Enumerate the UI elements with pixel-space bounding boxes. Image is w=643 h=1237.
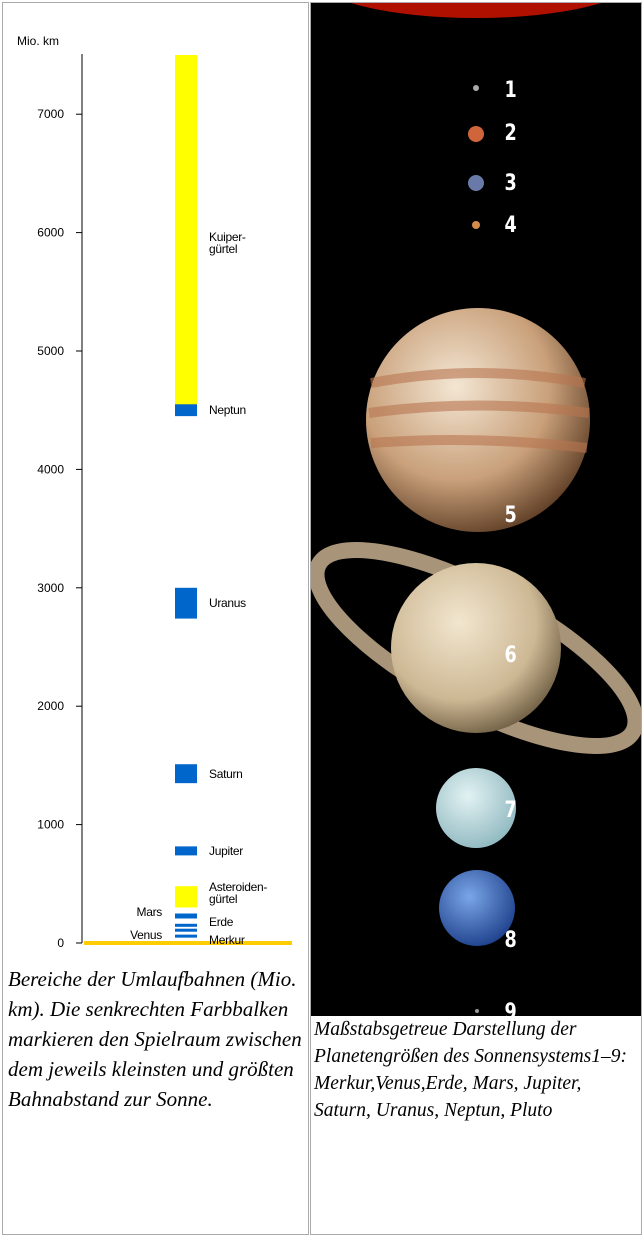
y-axis-title: Mio. km [17,34,59,48]
bar-label: Erde [209,915,234,930]
bar-label: Neptun [209,403,246,418]
bar-label: Asteroiden- gürtel [209,879,268,906]
bar-label: Merkur [209,933,245,948]
bar-label: Uranus [209,596,246,611]
sun-line [84,941,292,945]
planet-number: 1 [504,78,517,103]
bar-label: Jupiter [209,843,243,858]
planet-numbers: 1 2 3 4 5 6 7 8 9 [311,3,641,1025]
bar-label: Kuiper- gürtel [209,229,246,256]
y-tick-label: 5000 [37,344,64,358]
range-bar [175,923,197,927]
range-bar [175,764,197,784]
planet-number: 5 [504,503,517,528]
bar-label: Venus [130,928,162,943]
planet-number: 4 [504,213,517,238]
range-bar [175,55,197,411]
range-bar [175,934,197,938]
range-bar [175,404,197,417]
planet-number: 9 [504,1000,517,1025]
range-bar [175,913,197,919]
right-caption: Maßstabsgetreue Darstellung der Planeten… [314,1019,628,1121]
y-tick-label: 3000 [37,581,64,595]
range-bar [175,587,197,619]
orbit-chart: Mio. km 0 1000 2000 3000 4000 5000 6000 7000 [17,34,292,950]
y-tick-label: 1000 [37,818,64,832]
y-tick-label: 6000 [37,226,64,240]
left-cell [2,2,309,1235]
y-tick-label: 7000 [37,107,64,121]
range-bar [175,846,197,856]
planet-image [311,3,641,1016]
planet-number: 7 [504,798,517,823]
range-bar [175,886,197,908]
planet-number: 8 [504,928,517,953]
range-bar [175,928,197,932]
y-tick-label: 4000 [37,462,64,476]
planet-number: 2 [504,121,517,146]
y-tick-label: 2000 [37,699,64,713]
bar-label: Mars [136,905,163,919]
y-tick-label: 0 [57,936,64,950]
bar-label: Saturn [209,766,243,781]
chart-labels: Kuiper- gürtel Neptun Uranus Saturn Jupiter A… [0,0,310,960]
planet-number: 6 [504,643,517,668]
left-caption: Bereiche der Umlaufbahnen (Mio. km). Die… [8,967,302,1111]
planet-number: 3 [504,171,517,196]
